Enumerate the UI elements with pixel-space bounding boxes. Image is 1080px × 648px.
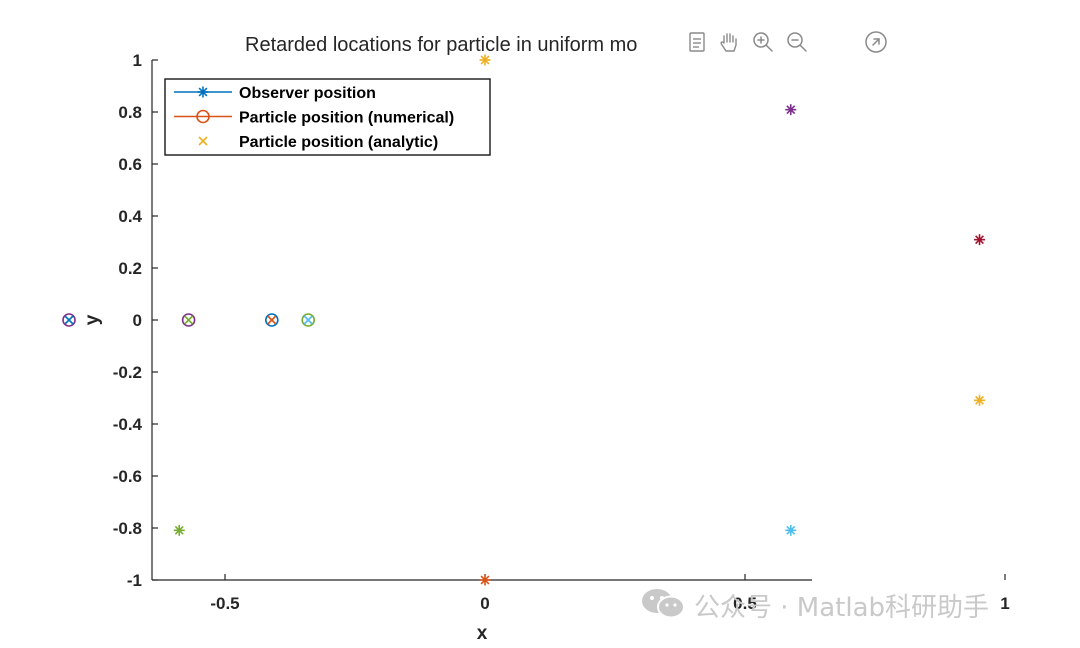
y-tick-label: 0.6 [118, 155, 142, 174]
x-tick-label: 1 [1000, 594, 1009, 613]
legend-marker-x [198, 136, 208, 146]
legend-marker-circle [196, 109, 210, 124]
restore-view-icon[interactable] [863, 29, 889, 55]
legend-label: Observer position [239, 85, 376, 102]
y-tick-label: -1 [127, 571, 142, 590]
wechat-icon [640, 586, 686, 625]
particle-analytic-point [64, 315, 74, 325]
legend-marker-asterisk [197, 86, 209, 98]
y-tick-label: 0 [133, 311, 142, 330]
observer-point [785, 524, 797, 536]
pan-hand-icon[interactable] [716, 29, 742, 55]
particle-analytic-point [303, 315, 313, 325]
observer-point [785, 104, 797, 116]
y-axis-label: y [82, 314, 103, 325]
y-tick-label: -0.6 [113, 467, 142, 486]
y-tick-label: 0.2 [118, 259, 142, 278]
x-tick-label: -0.5 [210, 594, 239, 613]
y-tick-label: 0.4 [118, 207, 142, 226]
particle-analytic-point [267, 315, 277, 325]
export-icon[interactable] [684, 29, 710, 55]
legend: Observer position Particle position (nume… [164, 78, 491, 156]
observer-point [974, 234, 986, 246]
y-tick-label: -0.4 [113, 415, 143, 434]
x-axis-label: x [477, 623, 488, 644]
watermark: 公众号 · Matlab科研助手 [640, 585, 989, 625]
legend-label: Particle position (numerical) [239, 110, 454, 127]
legend-label: Particle position (analytic) [239, 134, 438, 151]
data-marks [62, 54, 986, 586]
observer-point [974, 394, 986, 406]
y-tick-label: -0.8 [113, 519, 142, 538]
chart-title: Retarded locations for particle in unifo… [245, 34, 637, 56]
observer-point [173, 524, 185, 536]
watermark-text: 公众号 · Matlab科研助手 [694, 592, 990, 623]
x-tick-label: 0.5 [733, 594, 757, 613]
observer-point [479, 54, 491, 66]
zoom-out-icon[interactable] [784, 29, 810, 55]
x-tick-label: 0 [480, 594, 489, 613]
particle-numerical-point [264, 313, 279, 327]
particle-numerical-point [301, 313, 316, 327]
particle-analytic-point [184, 315, 194, 325]
axes: 10.80.60.40.20-0.2-0.4-0.6-0.8-1-1-0.500… [113, 51, 1010, 613]
y-tick-label: 1 [133, 51, 142, 70]
particle-numerical-point [62, 313, 76, 327]
zoom-in-icon[interactable] [750, 29, 776, 55]
y-tick-label: 0.8 [118, 103, 142, 122]
y-tick-label: -0.2 [113, 363, 142, 382]
observer-point [479, 574, 491, 586]
particle-numerical-point [181, 313, 196, 327]
